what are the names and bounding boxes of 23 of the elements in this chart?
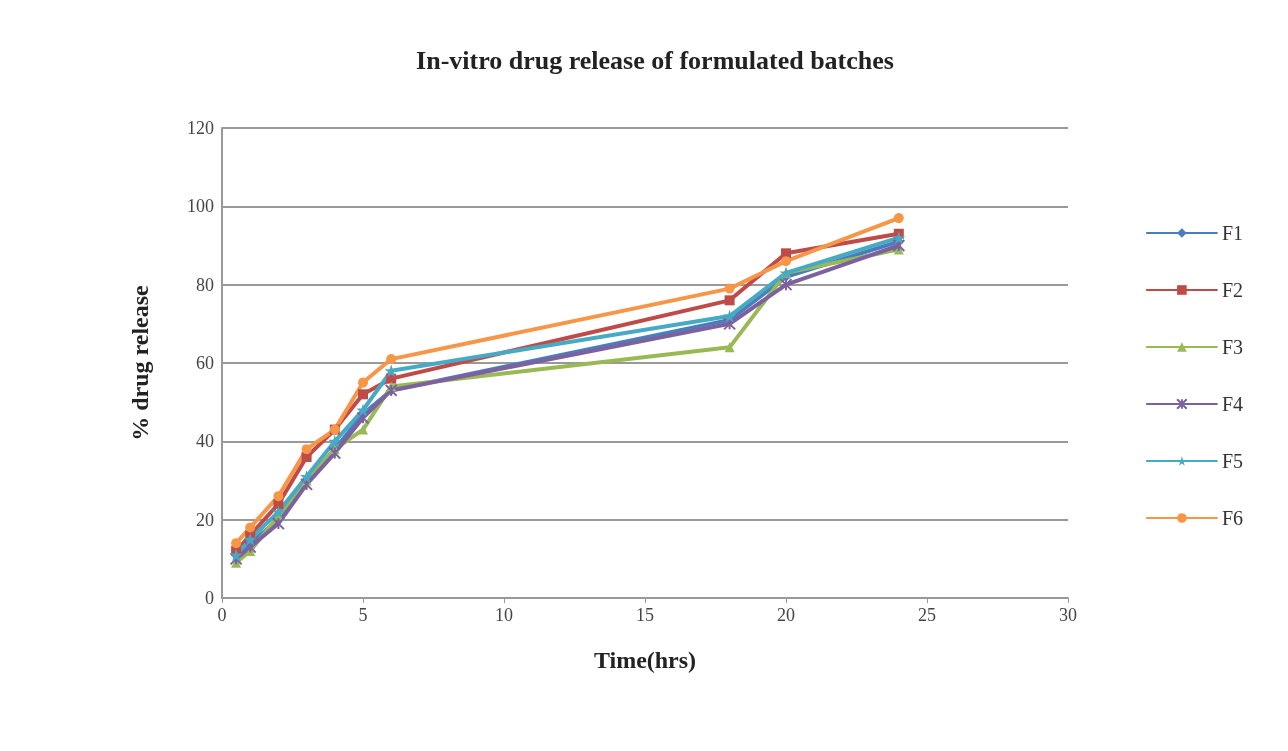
legend-label: F2 [1221, 279, 1243, 301]
x-tick-label: 20 [777, 605, 795, 625]
legend-label: F1 [1221, 222, 1243, 244]
y-tick-label: 80 [196, 274, 214, 295]
legend-label: F5 [1221, 450, 1243, 472]
y-tick-label: 40 [196, 431, 214, 452]
chart-title: In-vitro drug release of formulated batches [416, 45, 894, 75]
legend-label: F4 [1221, 393, 1243, 415]
y-tick-label: 120 [187, 118, 214, 138]
legend-label: F6 [1221, 507, 1243, 529]
x-tick-label: 25 [918, 605, 936, 625]
x-tick-label: 30 [1059, 605, 1077, 625]
x-tick-label: 10 [495, 605, 513, 625]
x-tick-label: 15 [636, 605, 654, 625]
x-tick-label: 0 [217, 605, 227, 625]
y-tick-label: 100 [187, 196, 214, 217]
x-axis-title: Time(hrs) [593, 647, 697, 673]
y-tick-label: 60 [196, 353, 214, 373]
x-tick-label: 5 [358, 605, 368, 625]
legend-label: F3 [1221, 336, 1243, 358]
y-tick-label: 20 [196, 509, 214, 530]
y-tick-label: 0 [205, 588, 214, 608]
y-axis-title: % drug release [127, 284, 153, 441]
